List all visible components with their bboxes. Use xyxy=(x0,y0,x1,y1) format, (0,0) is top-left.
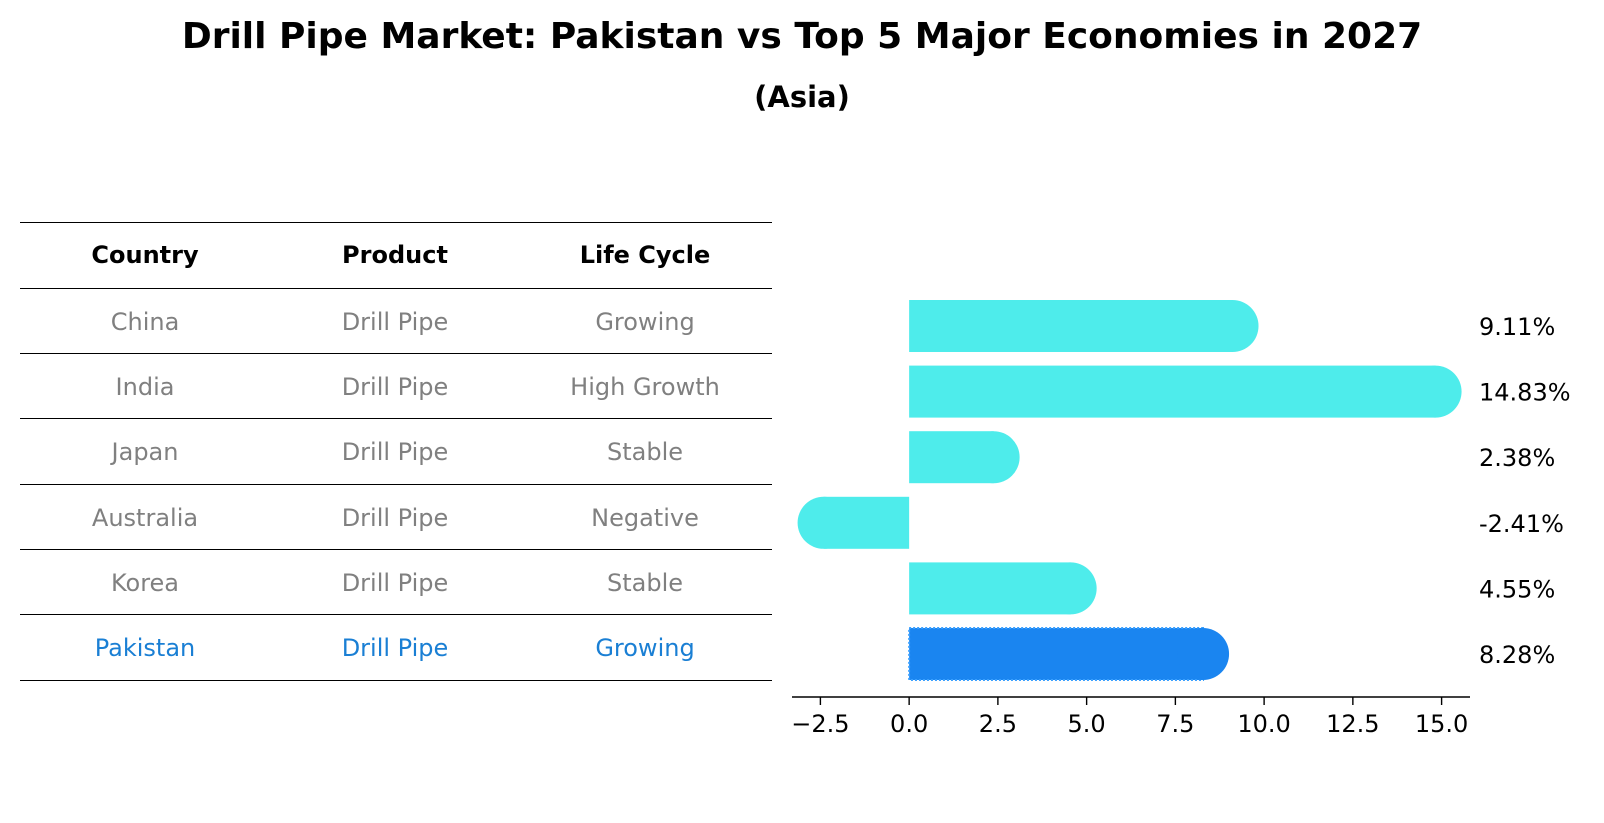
bar-india xyxy=(909,365,1462,418)
table-row: India Drill Pipe High Growth xyxy=(20,354,772,421)
cell-country: Japan xyxy=(111,438,179,466)
bar-pakistan xyxy=(908,627,1230,681)
value-label: 14.83% xyxy=(1479,379,1571,407)
cell-life-cycle: High Growth xyxy=(570,373,720,401)
cell-life-cycle: Stable xyxy=(606,569,684,597)
cell-country: Australia xyxy=(91,504,199,532)
cell-country: China xyxy=(110,308,180,336)
table-row-rule xyxy=(20,549,772,550)
table-row: China Drill Pipe Growing xyxy=(20,289,772,356)
table-row: Korea Drill Pipe Stable xyxy=(20,550,772,617)
cell-product: Drill Pipe xyxy=(341,308,449,336)
bar-body xyxy=(909,300,1233,352)
value-label: 8.28% xyxy=(1479,641,1555,669)
table-header-rule xyxy=(20,288,772,289)
bar-cap xyxy=(1206,300,1259,352)
cell-product: Drill Pipe xyxy=(341,569,449,597)
value-label: 2.38% xyxy=(1479,444,1555,472)
x-tick-label: 15.0 xyxy=(1415,710,1468,738)
bar-australia xyxy=(797,496,910,549)
bar-japan xyxy=(909,431,1020,484)
table-row-rule xyxy=(20,484,772,485)
bar-cap xyxy=(1044,562,1097,615)
chart-title: Drill Pipe Market: Pakistan vs Top 5 Maj… xyxy=(181,16,1423,57)
bar-body xyxy=(909,365,1436,418)
bar-cap xyxy=(797,496,850,549)
cell-life-cycle: Growing xyxy=(595,634,695,662)
cell-country: India xyxy=(115,373,175,401)
cell-life-cycle: Negative xyxy=(591,504,699,532)
table-row: Japan Drill Pipe Stable xyxy=(20,419,772,486)
header-product: Product xyxy=(342,241,448,269)
cell-country: Korea xyxy=(110,569,180,597)
cell-product: Drill Pipe xyxy=(341,438,449,466)
cell-product: Drill Pipe xyxy=(341,373,449,401)
cell-product: Drill Pipe xyxy=(341,504,449,532)
cell-life-cycle: Stable xyxy=(606,438,684,466)
value-label: 4.55% xyxy=(1479,575,1555,603)
x-tick-label: 12.5 xyxy=(1326,710,1379,738)
bar-cap xyxy=(1409,365,1462,418)
bar-body xyxy=(909,562,1071,615)
bar-cap xyxy=(967,431,1020,484)
bar-china xyxy=(909,300,1259,352)
chart-subtitle: (Asia) xyxy=(754,80,850,114)
bar-korea xyxy=(909,562,1097,615)
x-tick-label: −2.5 xyxy=(791,710,849,738)
x-tick-label: 0.0 xyxy=(890,710,928,738)
header-country: Country xyxy=(91,241,199,269)
table-row: Australia Drill Pipe Negative xyxy=(20,485,772,552)
table-top-rule xyxy=(20,222,772,223)
header-life-cycle: Life Cycle xyxy=(579,241,711,269)
x-tick-label: 10.0 xyxy=(1237,710,1290,738)
x-tick-label: 7.5 xyxy=(1156,710,1194,738)
cell-country: Pakistan xyxy=(94,634,196,662)
cell-life-cycle: Growing xyxy=(595,308,695,336)
table-row-rule xyxy=(20,614,772,615)
cell-product: Drill Pipe xyxy=(341,634,449,662)
bar-body xyxy=(908,627,1205,681)
table-bottom-rule xyxy=(20,680,772,681)
x-tick-label: 5.0 xyxy=(1068,710,1106,738)
table-row-highlight: Pakistan Drill Pipe Growing xyxy=(20,615,772,682)
table-row-rule xyxy=(20,418,772,419)
table-row-rule xyxy=(20,353,772,354)
value-label: -2.41% xyxy=(1479,510,1564,538)
bar-cap xyxy=(1177,628,1230,680)
table-header-row: Country Product Life Cycle xyxy=(20,222,772,289)
value-label: 9.11% xyxy=(1479,313,1555,341)
x-tick-label: 2.5 xyxy=(979,710,1017,738)
